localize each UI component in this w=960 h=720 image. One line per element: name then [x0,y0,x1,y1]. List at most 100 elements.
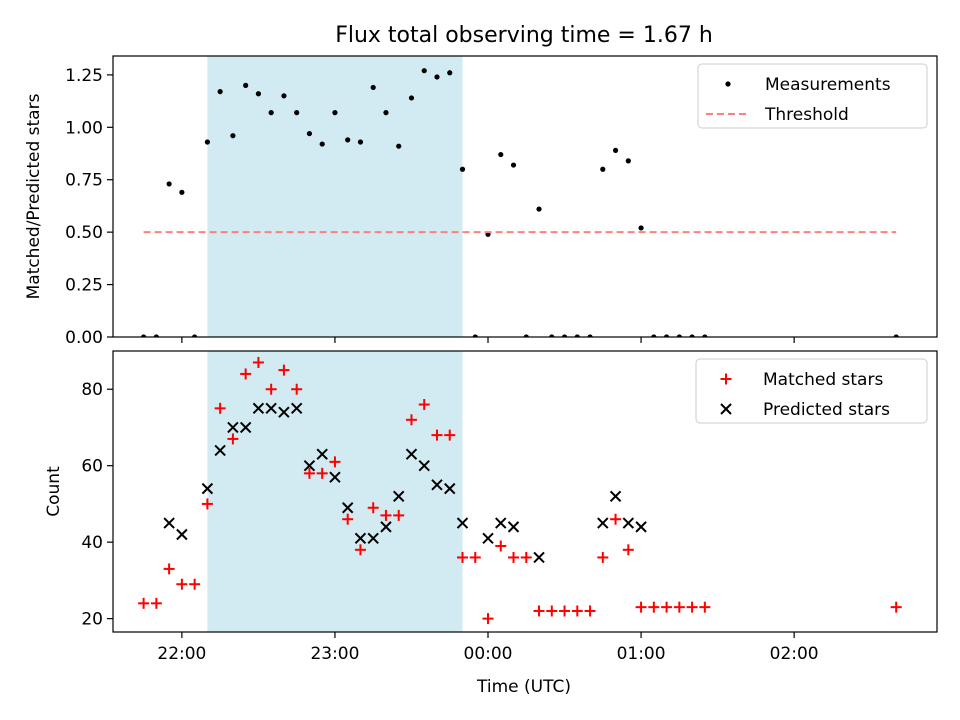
measurement-point [638,225,644,231]
matched-star-marker [559,605,571,617]
predicted-star-marker [163,517,175,529]
predicted-star-marker [316,448,328,460]
legend-label: Matched stars [763,370,883,390]
matched-star-marker [444,429,456,441]
predicted-star-marker-b [239,421,252,434]
predicted-star-marker [252,402,265,415]
measurement-point [472,334,478,337]
legend-label: Threshold [764,105,849,125]
legend-label: Measurements [765,75,891,95]
y-axis-label: Count [44,466,64,517]
predicted-star-marker-b [227,421,239,434]
matched-star-marker [240,368,252,380]
legend: Matched stars Predicted stars [695,358,928,424]
predicted-star-marker [367,532,379,545]
matched-star-marker [405,414,417,426]
predicted-star-marker [278,406,290,418]
matched-star-marker [291,383,303,395]
matched-star-marker [150,597,162,609]
matched-star-marker [469,551,481,563]
x-tick-label: 00:00 [464,644,513,664]
measurement-point [574,334,580,337]
measurement-point [676,334,682,337]
measurement-point [447,70,453,76]
axes-frame [112,55,938,338]
matched-star-marker [673,601,685,613]
matched-star-marker [163,563,175,575]
plot-area [138,356,902,625]
predicted-star-marker [201,482,214,495]
predicted-star-marker-b [329,471,341,483]
measurement-point [166,181,172,187]
matched-star-marker [227,433,239,445]
measurement-point [357,139,364,145]
matched-star-marker [278,364,290,376]
predicted-star-marker [176,528,188,541]
measurement-point [689,334,695,337]
matched-star-marker [431,429,443,441]
matched-star-marker [342,513,354,525]
top-panel: 0.00 0.25 0.50 0.75 1.00 1.25 Matched/Predicte… [24,55,938,348]
measurement-point [281,93,287,99]
predicted-star-marker [444,482,456,495]
y-tick-label: 20 [81,610,103,630]
y-tick-label: 80 [81,380,103,400]
predicted-star-marker-b [507,521,520,533]
measurement-point [434,74,440,80]
predicted-star-marker [214,444,226,457]
predicted-star-marker-b [278,406,290,418]
measurement-point [192,334,198,337]
predicted-star-marker-b [214,444,226,457]
legend-label: Predicted stars [763,400,890,420]
bottom-panel: 20 40 60 80 22:00 23:00 00:00 01:00 02:00 Count Ma… [44,350,938,664]
predicted-star-marker-b [290,402,303,415]
measurement-point [243,82,249,88]
x-tick-label: 02:00 [770,644,819,664]
y-tick-label: 40 [81,533,103,553]
measurement-point [319,141,325,147]
matched-star-marker [367,502,379,514]
matched-star-marker [252,356,264,368]
predicted-star-marker [341,502,354,514]
matched-star-marker [890,601,902,613]
legend-marker-dot [725,81,731,87]
predicted-star-marker [354,532,367,545]
predicted-star-marker-b [405,448,418,460]
x-axis-label: Time (UTC) [476,677,571,697]
measurement-point [408,95,415,101]
observing-span-shade [207,351,463,632]
y-tick-label: 1.00 [65,118,103,138]
predicted-star-marker [393,490,405,502]
predicted-star-marker-b [622,517,635,529]
measurement-point [396,143,402,149]
measurement-point [294,110,300,116]
matched-star-marker [329,456,341,468]
matched-star-marker [546,605,558,617]
measurement-point [306,130,313,137]
measurement-point [459,166,466,172]
predicted-star-marker [622,517,635,529]
predicted-star-marker [290,402,303,415]
measurement-point [600,166,606,172]
predicted-star-marker [507,521,520,533]
measurement-point [536,206,542,212]
matched-star-marker [648,601,660,613]
measurement-point [510,162,517,168]
predicted-star-marker [329,471,341,483]
predicted-star-marker-b [163,517,175,529]
x-tick-label: 22:00 [157,644,206,664]
x-tick-label: 01:00 [617,644,666,664]
predicted-star-marker-b [635,521,647,533]
matched-star-marker [380,509,392,521]
predicted-star-marker-b [176,528,188,541]
legend-marker-x-b [720,403,732,415]
matched-star-marker [303,467,315,479]
predicted-star-marker [635,521,647,533]
predicted-star-marker-b [265,402,277,415]
predicted-star-marker [431,479,443,491]
measurement-point [230,133,236,139]
predicted-star-marker-b [380,521,392,533]
predicted-star-marker [380,521,392,533]
matched-star-marker [686,601,698,613]
legend-box [697,63,928,129]
